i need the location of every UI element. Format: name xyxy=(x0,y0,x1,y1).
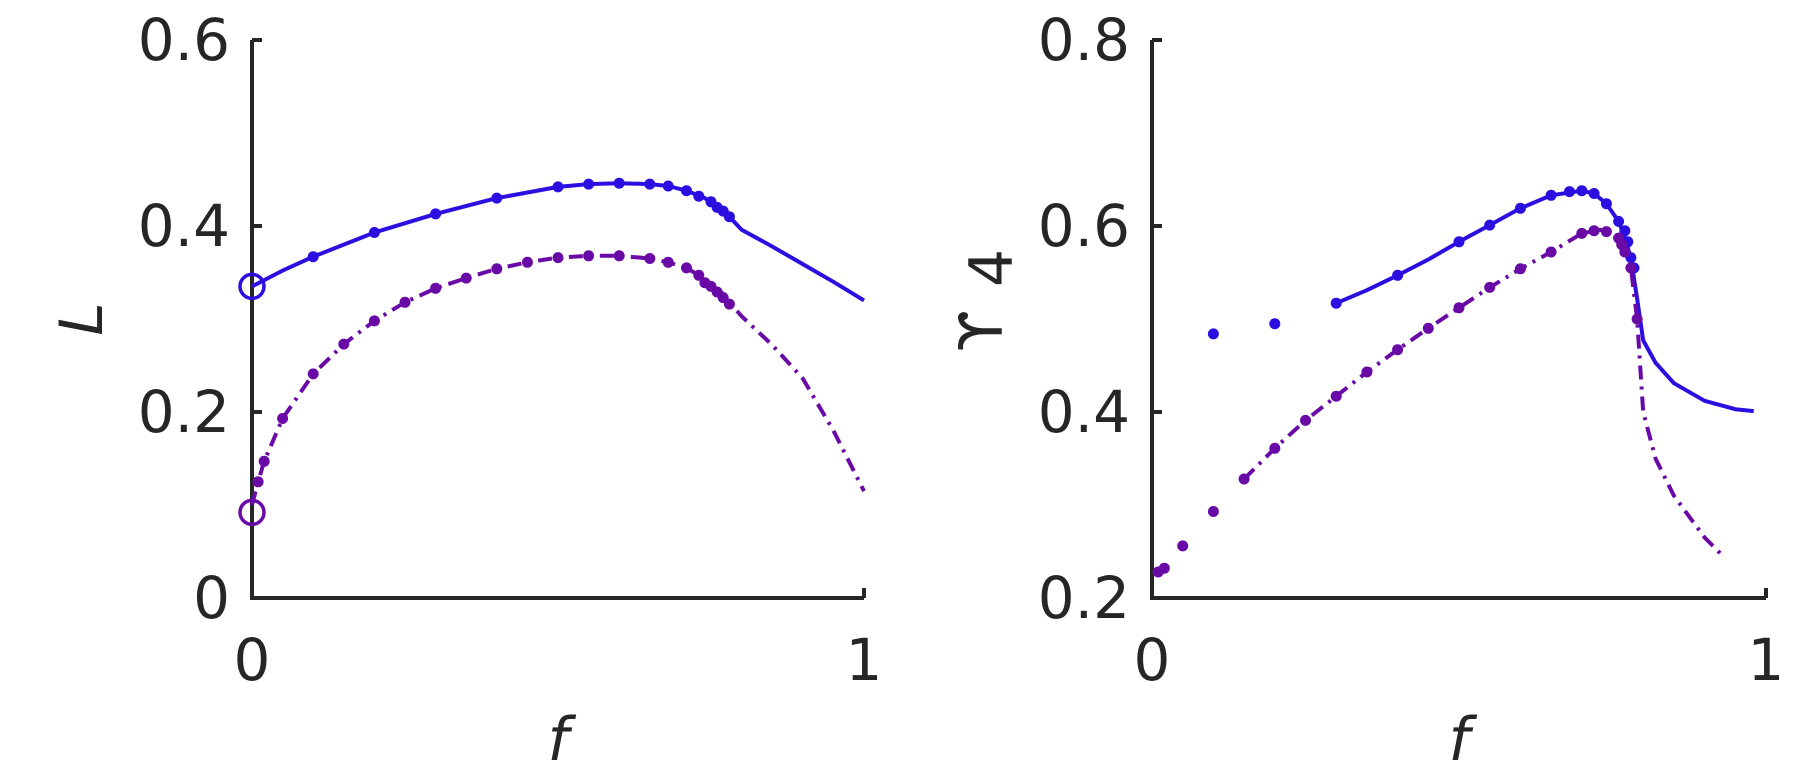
series-1-point xyxy=(693,269,705,281)
series-0-point xyxy=(1613,215,1625,227)
series-0-line xyxy=(1335,188,1754,414)
left-xtick-label: 1 xyxy=(846,626,883,694)
series-1-line xyxy=(250,253,866,506)
series-0-point xyxy=(693,190,705,202)
series-0-point xyxy=(1576,185,1588,197)
series-1-point xyxy=(430,282,442,294)
series-1-point xyxy=(338,338,350,350)
series-0-point xyxy=(1619,225,1631,237)
series-0-point xyxy=(662,180,674,192)
series-1-point xyxy=(723,298,735,310)
left-ytick-label: 0.6 xyxy=(138,6,230,74)
series-1-point xyxy=(521,256,533,268)
right-x-axis-label: f xyxy=(1448,705,1477,775)
series-1-point xyxy=(1514,263,1526,275)
series-0-point xyxy=(1269,318,1281,330)
series-1-point xyxy=(368,315,380,327)
series-0-line xyxy=(251,181,866,303)
series-1-point xyxy=(1158,562,1170,574)
series-1-point xyxy=(1625,262,1637,274)
series-0-point xyxy=(1514,202,1526,214)
series-1-open-marker xyxy=(238,498,266,527)
left-y-axis-label: L xyxy=(47,302,117,335)
left-chart-panel: 0 0.2 0.4 0.6 0 1 f L xyxy=(47,6,882,775)
series-0-point xyxy=(1207,328,1219,340)
series-0-point xyxy=(644,178,656,190)
series-1-point xyxy=(1207,506,1219,517)
right-y-axis-subscript: 4 xyxy=(957,249,1027,287)
series-1-point xyxy=(1631,313,1643,325)
series-1-point xyxy=(1361,366,1373,378)
series-0-point xyxy=(681,185,692,197)
series-0-point xyxy=(1588,188,1600,199)
right-y-axis-label: ϒ 4 xyxy=(947,249,1027,352)
right-ytick-label: 0.4 xyxy=(1038,378,1130,446)
series-1-point xyxy=(681,262,692,274)
series-1-point xyxy=(399,296,411,308)
series-0-point xyxy=(307,251,319,263)
series-1-point xyxy=(1545,246,1557,258)
series-0-point xyxy=(1453,236,1465,248)
series-1-point xyxy=(644,253,656,264)
series-1-point xyxy=(1484,281,1496,293)
series-1-point xyxy=(1619,246,1631,258)
series-1-point xyxy=(1453,302,1465,314)
right-ytick-label: 0.8 xyxy=(1038,6,1130,74)
right-chart-panel: 0.2 0.4 0.6 0.8 0 1 f ϒ 4 xyxy=(947,6,1784,775)
right-y-axis-symbol: ϒ xyxy=(947,310,1017,352)
series-0-point xyxy=(368,227,380,238)
right-xtick-label: 0 xyxy=(1134,626,1171,694)
series-0-point xyxy=(613,177,625,189)
series-0-point xyxy=(1484,219,1496,231)
series-0-point xyxy=(430,208,442,220)
left-ytick-label: 0.4 xyxy=(138,192,230,260)
series-1-point xyxy=(307,368,319,380)
left-axes-frame xyxy=(250,38,866,600)
series-1-point xyxy=(252,476,264,488)
series-0-point xyxy=(552,181,564,193)
series-1-point xyxy=(258,455,270,467)
right-ytick-label: 0.6 xyxy=(1038,192,1130,260)
series-1-point xyxy=(460,272,472,284)
series-1-point xyxy=(662,256,674,268)
series-1-point xyxy=(1392,344,1404,356)
right-series-layer xyxy=(1152,185,1754,578)
right-xtick-label: 1 xyxy=(1748,626,1785,694)
left-ytick-label: 0.2 xyxy=(138,378,230,446)
series-1-line xyxy=(1242,227,1725,558)
series-0-open-marker xyxy=(238,272,266,301)
series-1-point xyxy=(552,252,564,264)
right-ytick-label: 0.2 xyxy=(1038,564,1130,632)
series-0-point xyxy=(1392,269,1404,281)
series-1-point xyxy=(1422,322,1434,334)
series-1-point xyxy=(1600,226,1612,238)
series-1-point xyxy=(491,263,503,275)
series-1-point xyxy=(1300,414,1311,426)
series-1-point xyxy=(1177,540,1189,552)
series-1-point xyxy=(583,250,595,262)
series-1-point xyxy=(1330,390,1342,402)
series-0-point xyxy=(1330,297,1342,309)
series-1-point xyxy=(1588,225,1600,237)
left-ytick-label: 0 xyxy=(193,564,230,632)
series-1-point xyxy=(613,250,625,262)
series-0-point xyxy=(1545,189,1557,201)
series-0-point xyxy=(1564,186,1575,198)
left-x-axis-label: f xyxy=(547,705,576,775)
series-1-point xyxy=(1269,442,1281,454)
series-0-point xyxy=(1600,198,1612,210)
series-1-point xyxy=(1238,473,1250,485)
left-series-layer xyxy=(238,177,866,527)
right-axes-frame xyxy=(1150,38,1768,600)
series-1-point xyxy=(1576,227,1588,239)
series-0-point xyxy=(583,178,595,190)
series-0-point xyxy=(723,211,735,223)
series-0-point xyxy=(491,192,503,204)
series-1-point xyxy=(277,413,289,424)
left-xtick-label: 0 xyxy=(234,626,271,694)
